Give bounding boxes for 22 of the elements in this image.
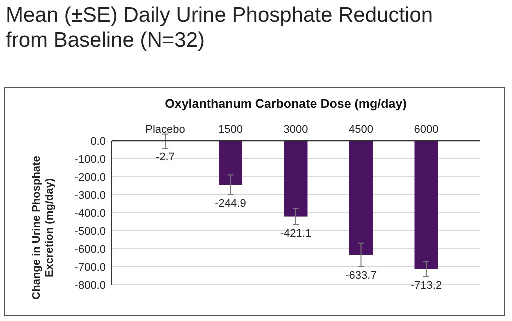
y-tick-label: -700.0 <box>74 262 106 274</box>
chart-title: Mean (±SE) Daily Urine Phosphate Reduction from Baseline (N=32) <box>6 4 434 52</box>
y-tick-label: -300.0 <box>74 190 106 202</box>
y-tick-label: -400.0 <box>74 208 106 220</box>
x-axis-title: Oxylanthanum Carbonate Dose (mg/day) <box>165 97 407 111</box>
data-label: -633.7 <box>346 270 377 282</box>
data-label: -421.1 <box>280 228 312 240</box>
x-tick-label: 3000 <box>284 124 308 136</box>
y-axis-title: Change in Urine Phosphate Excretion (mg/day) <box>31 156 56 300</box>
x-tick-label: 6000 <box>414 124 439 136</box>
data-label: -2.7 <box>156 152 175 164</box>
data-label: -713.2 <box>410 280 442 292</box>
y-tick-label: -500.0 <box>74 226 106 238</box>
x-tick-label: Placebo <box>146 124 186 136</box>
y-tick-label: -100.0 <box>74 154 106 166</box>
data-label: -244.9 <box>215 198 246 210</box>
y-tick-label: 0.0 <box>90 136 106 148</box>
x-tick-label: 4500 <box>349 124 374 136</box>
x-tick-label: 1500 <box>218 124 243 136</box>
y-tick-label: -600.0 <box>74 244 106 256</box>
y-tick-label: -800.0 <box>74 280 106 292</box>
y-tick-label: -200.0 <box>74 172 106 184</box>
